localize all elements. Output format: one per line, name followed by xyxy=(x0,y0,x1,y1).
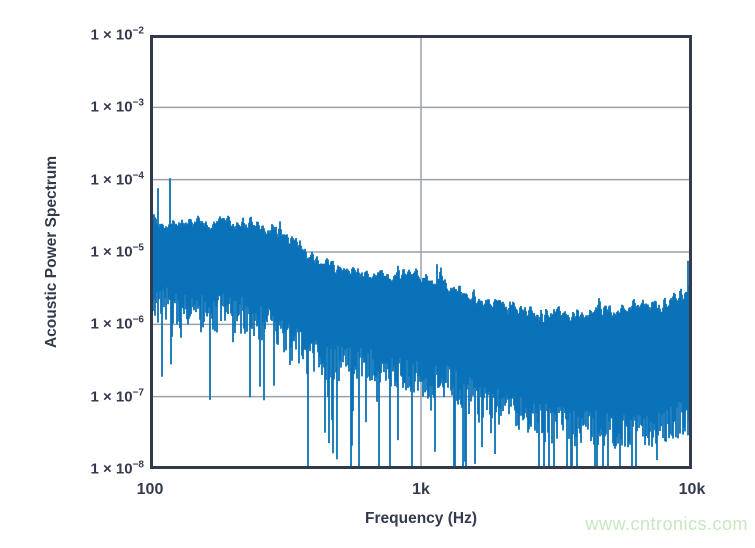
y-tick-base: 1 × 10 xyxy=(90,388,133,406)
spectrum-plot-svg xyxy=(150,35,692,469)
x-tick-label: 1k xyxy=(412,481,430,498)
y-tick-exponent: −5 xyxy=(132,242,144,254)
plot-frame xyxy=(150,35,692,469)
y-tick-base: 1 × 10 xyxy=(90,243,133,261)
y-tick-base: 1 × 10 xyxy=(90,98,133,116)
y-tick-base: 1 × 10 xyxy=(90,460,133,478)
y-tick-label: 1 × 10−4 xyxy=(34,170,144,189)
y-tick-base: 1 × 10 xyxy=(90,171,133,189)
y-tick-label: 1 × 10−7 xyxy=(34,387,144,406)
y-tick-label: 1 × 10−5 xyxy=(34,242,144,261)
y-tick-exponent: −3 xyxy=(132,97,144,109)
y-tick-exponent: −6 xyxy=(132,314,144,326)
y-tick-exponent: −4 xyxy=(132,170,144,182)
watermark-text: www.cntronics.com xyxy=(585,514,748,534)
x-tick-label: 10k xyxy=(678,481,706,498)
y-tick-label: 1 × 10−2 xyxy=(34,25,144,44)
spectrum-trace xyxy=(150,178,692,469)
y-tick-exponent: −7 xyxy=(132,387,144,399)
y-tick-exponent: −8 xyxy=(132,459,144,471)
y-tick-exponent: −2 xyxy=(132,25,144,37)
y-tick-label: 1 × 10−8 xyxy=(34,459,144,478)
y-tick-base: 1 × 10 xyxy=(90,26,133,44)
y-tick-label: 1 × 10−3 xyxy=(34,97,144,116)
plot-area xyxy=(150,35,692,469)
y-tick-base: 1 × 10 xyxy=(90,315,133,333)
x-axis-title: Frequency (Hz) xyxy=(365,510,477,527)
x-tick-label: 100 xyxy=(136,481,164,498)
y-tick-label: 1 × 10−6 xyxy=(34,314,144,333)
